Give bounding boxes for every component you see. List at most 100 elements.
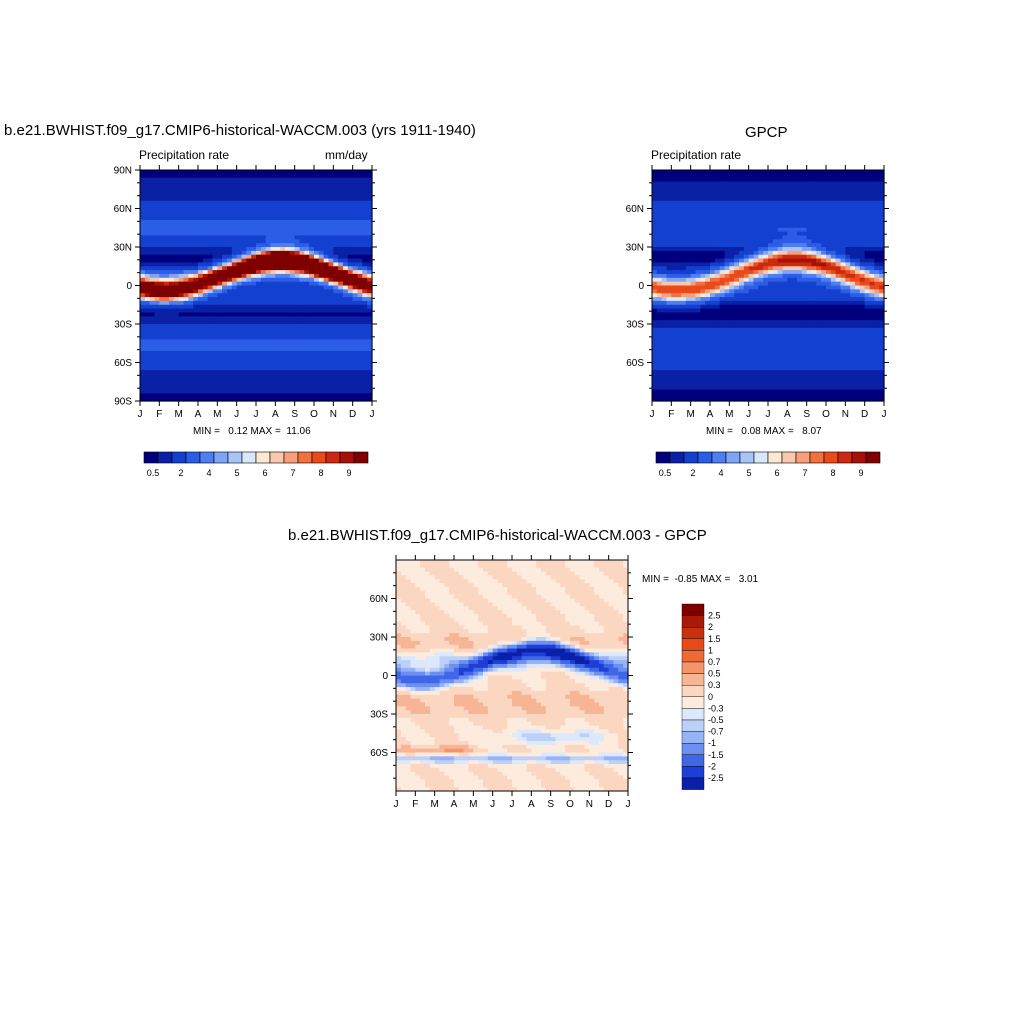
colorbar-label: -1: [708, 738, 716, 748]
panel-3-colorbar: 2.52 1.51 0.7 0.50.3 0-0.3 -0.5 -0.7-1 -1.5-2 -2…: [681, 603, 724, 790]
colorbar-swatch: [683, 451, 699, 464]
month-tick-label: J: [394, 799, 399, 810]
month-tick-label: J: [626, 799, 631, 810]
month-tick-label: F: [668, 409, 674, 420]
colorbar-label: 5: [746, 468, 751, 478]
month-tick-label: M: [469, 799, 477, 810]
colorbar-label: 9: [858, 468, 863, 478]
month-tick-label: J: [746, 409, 751, 420]
colorbar-label: -0.5: [708, 715, 724, 725]
colorbar-swatch: [213, 451, 229, 464]
colorbar-swatch: [781, 451, 797, 464]
colorbar-label: 6: [262, 468, 267, 478]
panel-1-colorbar: 0.5 2 4 5 6 7 8 9: [143, 451, 369, 478]
colorbar-swatch: [681, 754, 705, 767]
month-tick-label: F: [412, 799, 418, 810]
colorbar-swatch: [823, 451, 839, 464]
month-tick-label: J: [490, 799, 495, 810]
panel-1-units-label: mm/day: [325, 148, 368, 162]
colorbar-label: 7: [802, 468, 807, 478]
month-tick-label: A: [784, 409, 791, 420]
month-tick-label: D: [605, 799, 612, 810]
month-tick-label: D: [349, 409, 356, 420]
colorbar-swatch: [353, 451, 369, 464]
month-tick-label: M: [725, 409, 733, 420]
month-tick-label: M: [174, 409, 182, 420]
lat-tick-label: 60S: [626, 358, 644, 369]
colorbar-swatch: [795, 451, 811, 464]
month-tick-label: N: [586, 799, 593, 810]
colorbar-swatch: [681, 615, 705, 628]
colorbar-label: 0.5: [708, 669, 721, 679]
colorbar-swatch: [669, 451, 685, 464]
colorbar-label: 0.3: [708, 680, 721, 690]
colorbar-swatch: [681, 627, 705, 640]
month-tick-label: A: [707, 409, 714, 420]
month-tick-label: J: [766, 409, 771, 420]
colorbar-swatch: [681, 684, 705, 697]
lat-tick-label: 0: [638, 281, 644, 292]
month-tick-label: S: [547, 799, 554, 810]
lat-tick-label: 30N: [626, 243, 644, 254]
panel-1-field: [140, 170, 373, 402]
colorbar-swatch: [269, 451, 285, 464]
panel-2-field: [652, 170, 885, 402]
lat-tick-label: 0: [126, 281, 132, 292]
colorbar-swatch: [837, 451, 853, 464]
colorbar-label: 9: [346, 468, 351, 478]
month-tick-label: N: [330, 409, 337, 420]
colorbar-swatch: [283, 451, 299, 464]
colorbar-swatch: [339, 451, 355, 464]
month-tick-label: M: [430, 799, 438, 810]
colorbar-label: 1: [708, 645, 713, 655]
colorbar-label: 2: [690, 468, 695, 478]
month-tick-label: M: [686, 409, 694, 420]
month-tick-label: J: [138, 409, 143, 420]
colorbar-swatch: [199, 451, 215, 464]
colorbar-label: 2: [178, 468, 183, 478]
month-tick-label: A: [272, 409, 279, 420]
colorbar-swatch: [325, 451, 341, 464]
colorbar-label: 8: [830, 468, 835, 478]
colorbar-swatch: [157, 451, 173, 464]
lat-tick-label: 30S: [626, 320, 644, 331]
lat-tick-label: 90S: [114, 397, 132, 408]
colorbar-swatch: [171, 451, 187, 464]
colorbar-swatch: [681, 603, 705, 616]
colorbar-label: 6: [774, 468, 779, 478]
month-tick-label: N: [842, 409, 849, 420]
colorbar-swatch: [681, 696, 705, 709]
month-tick-label: J: [650, 409, 655, 420]
panel-2-min-max: MIN = 0.08 MAX = 8.07: [706, 426, 822, 437]
colorbar-label: 7: [290, 468, 295, 478]
panel-3-min-max: MIN = -0.85 MAX = 3.01: [642, 574, 759, 585]
lat-tick-label: 60N: [626, 204, 644, 215]
colorbar-swatch: [865, 451, 881, 464]
month-tick-label: S: [291, 409, 298, 420]
colorbar-swatch: [681, 661, 705, 674]
colorbar-label: 0.5: [659, 468, 672, 478]
colorbar-swatch: [655, 451, 671, 464]
panel-3-title: b.e21.BWHIST.f09_g17.CMIP6-historical-WA…: [288, 527, 707, 544]
month-tick-label: O: [310, 409, 318, 420]
colorbar-swatch: [681, 742, 705, 755]
colorbar-swatch: [297, 451, 313, 464]
lat-tick-label: 30N: [370, 633, 388, 644]
colorbar-swatch: [681, 731, 705, 744]
colorbar-label: -2: [708, 761, 716, 771]
panel-2-colorbar: 0.5 2 4 5 6 7 8 9: [655, 451, 881, 478]
colorbar-swatch: [753, 451, 769, 464]
lat-tick-label: 60N: [114, 204, 132, 215]
colorbar-swatch: [681, 777, 705, 790]
panel-1-title: b.e21.BWHIST.f09_g17.CMIP6-historical-WA…: [4, 122, 476, 139]
lat-tick-label: 90N: [114, 166, 132, 177]
colorbar-label: -0.3: [708, 703, 724, 713]
colorbar-label: -2.5: [708, 773, 724, 783]
colorbar-label: 0.7: [708, 657, 721, 667]
colorbar-swatch: [809, 451, 825, 464]
colorbar-swatch: [143, 451, 159, 464]
panel-3-field: [396, 560, 629, 792]
month-tick-label: J: [510, 799, 515, 810]
